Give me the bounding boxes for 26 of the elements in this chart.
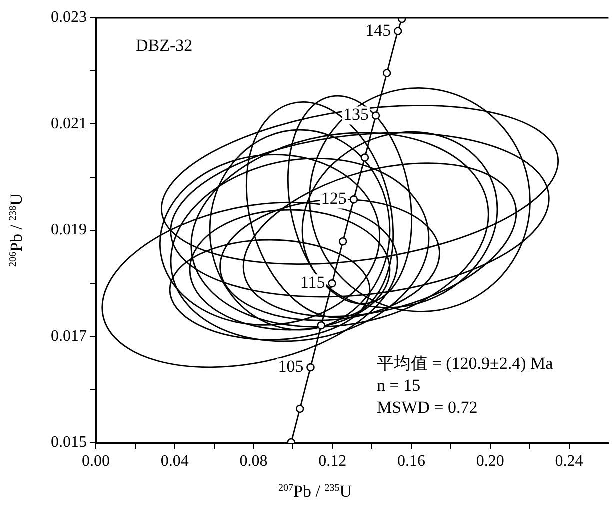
annotation: 平均值 = (120.9±2.4) Ma bbox=[377, 354, 554, 373]
annotation: n = 15 bbox=[377, 376, 421, 395]
annotation: 125 bbox=[321, 189, 347, 208]
annotation: 105 bbox=[278, 357, 304, 376]
annotation: 135 bbox=[344, 105, 370, 124]
x-tick-label: 0.00 bbox=[82, 452, 110, 470]
point bbox=[382, 69, 392, 78]
x-tick-label: 0.20 bbox=[476, 452, 504, 470]
annotation: 115 bbox=[300, 273, 326, 292]
x-tick-label: 0.04 bbox=[160, 452, 189, 470]
x-tick-label: 0.16 bbox=[398, 452, 426, 470]
x-tick-label: 0.24 bbox=[555, 452, 584, 470]
x-tick-label: 0.12 bbox=[318, 452, 347, 470]
annotation: 145 bbox=[366, 20, 392, 40]
annotation: DBZ-32 bbox=[136, 36, 193, 55]
y-tick-label: 0.017 bbox=[51, 328, 87, 345]
y-tick-label: 0.023 bbox=[51, 9, 87, 26]
y-tick-label: 0.019 bbox=[51, 222, 87, 239]
y-tick-label: 0.015 bbox=[51, 434, 87, 452]
x-tick-label: 0.08 bbox=[240, 452, 268, 470]
point bbox=[296, 404, 304, 414]
x-axis-title: $^{207}$Pb / $^{235}$U bbox=[278, 482, 352, 501]
point bbox=[394, 27, 402, 36]
annotation: MSWD = 0.72 bbox=[377, 398, 478, 417]
y-tick-label: 0.021 bbox=[51, 115, 87, 132]
point bbox=[306, 363, 315, 372]
